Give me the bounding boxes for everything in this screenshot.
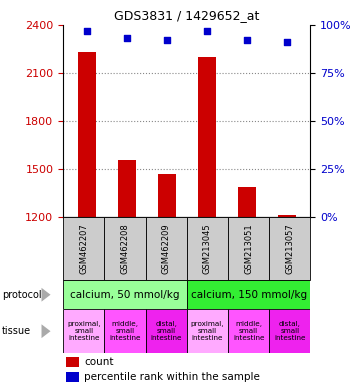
Text: calcium, 150 mmol/kg: calcium, 150 mmol/kg	[191, 290, 307, 300]
Bar	[269, 217, 310, 280]
Text: distal,
small
intestine: distal, small intestine	[151, 321, 182, 341]
Text: calcium, 50 mmol/kg: calcium, 50 mmol/kg	[70, 290, 180, 300]
Text: GSM462209: GSM462209	[162, 223, 171, 274]
Bar	[187, 217, 228, 280]
Bar	[198, 57, 216, 217]
Text: count: count	[84, 357, 114, 367]
Bar	[66, 357, 79, 367]
Bar	[78, 52, 96, 217]
Bar	[63, 280, 187, 309]
Text: proximal,
small
intestine: proximal, small intestine	[191, 321, 224, 341]
Text: GSM213051: GSM213051	[244, 223, 253, 274]
Point	[244, 37, 249, 43]
Text: tissue: tissue	[2, 326, 31, 336]
Text: GSM213045: GSM213045	[203, 223, 212, 274]
Point	[204, 28, 210, 34]
Bar	[66, 372, 79, 382]
Point	[124, 35, 130, 41]
Text: middle,
small
intestine: middle, small intestine	[233, 321, 264, 341]
Bar	[228, 309, 269, 353]
Bar	[145, 309, 187, 353]
Bar	[228, 217, 269, 280]
Bar	[63, 309, 104, 353]
Point	[84, 28, 90, 34]
Bar	[238, 187, 256, 217]
Point	[284, 39, 290, 45]
Text: proximal,
small
intestine: proximal, small intestine	[67, 321, 100, 341]
Text: distal,
small
intestine: distal, small intestine	[274, 321, 306, 341]
Text: GSM462207: GSM462207	[79, 223, 88, 274]
Bar	[118, 160, 136, 217]
Bar	[278, 215, 296, 217]
Text: GSM462208: GSM462208	[121, 223, 130, 274]
Title: GDS3831 / 1429652_at: GDS3831 / 1429652_at	[114, 9, 260, 22]
Bar	[104, 309, 145, 353]
Bar	[104, 217, 145, 280]
Bar	[269, 309, 310, 353]
Text: GSM213057: GSM213057	[285, 223, 294, 274]
Text: middle,
small
intestine: middle, small intestine	[109, 321, 141, 341]
Bar	[63, 217, 104, 280]
Bar	[187, 280, 310, 309]
Bar	[158, 174, 176, 217]
Bar	[187, 309, 228, 353]
Text: percentile rank within the sample: percentile rank within the sample	[84, 372, 260, 382]
Point	[164, 37, 170, 43]
Text: protocol: protocol	[2, 290, 42, 300]
Bar	[145, 217, 187, 280]
